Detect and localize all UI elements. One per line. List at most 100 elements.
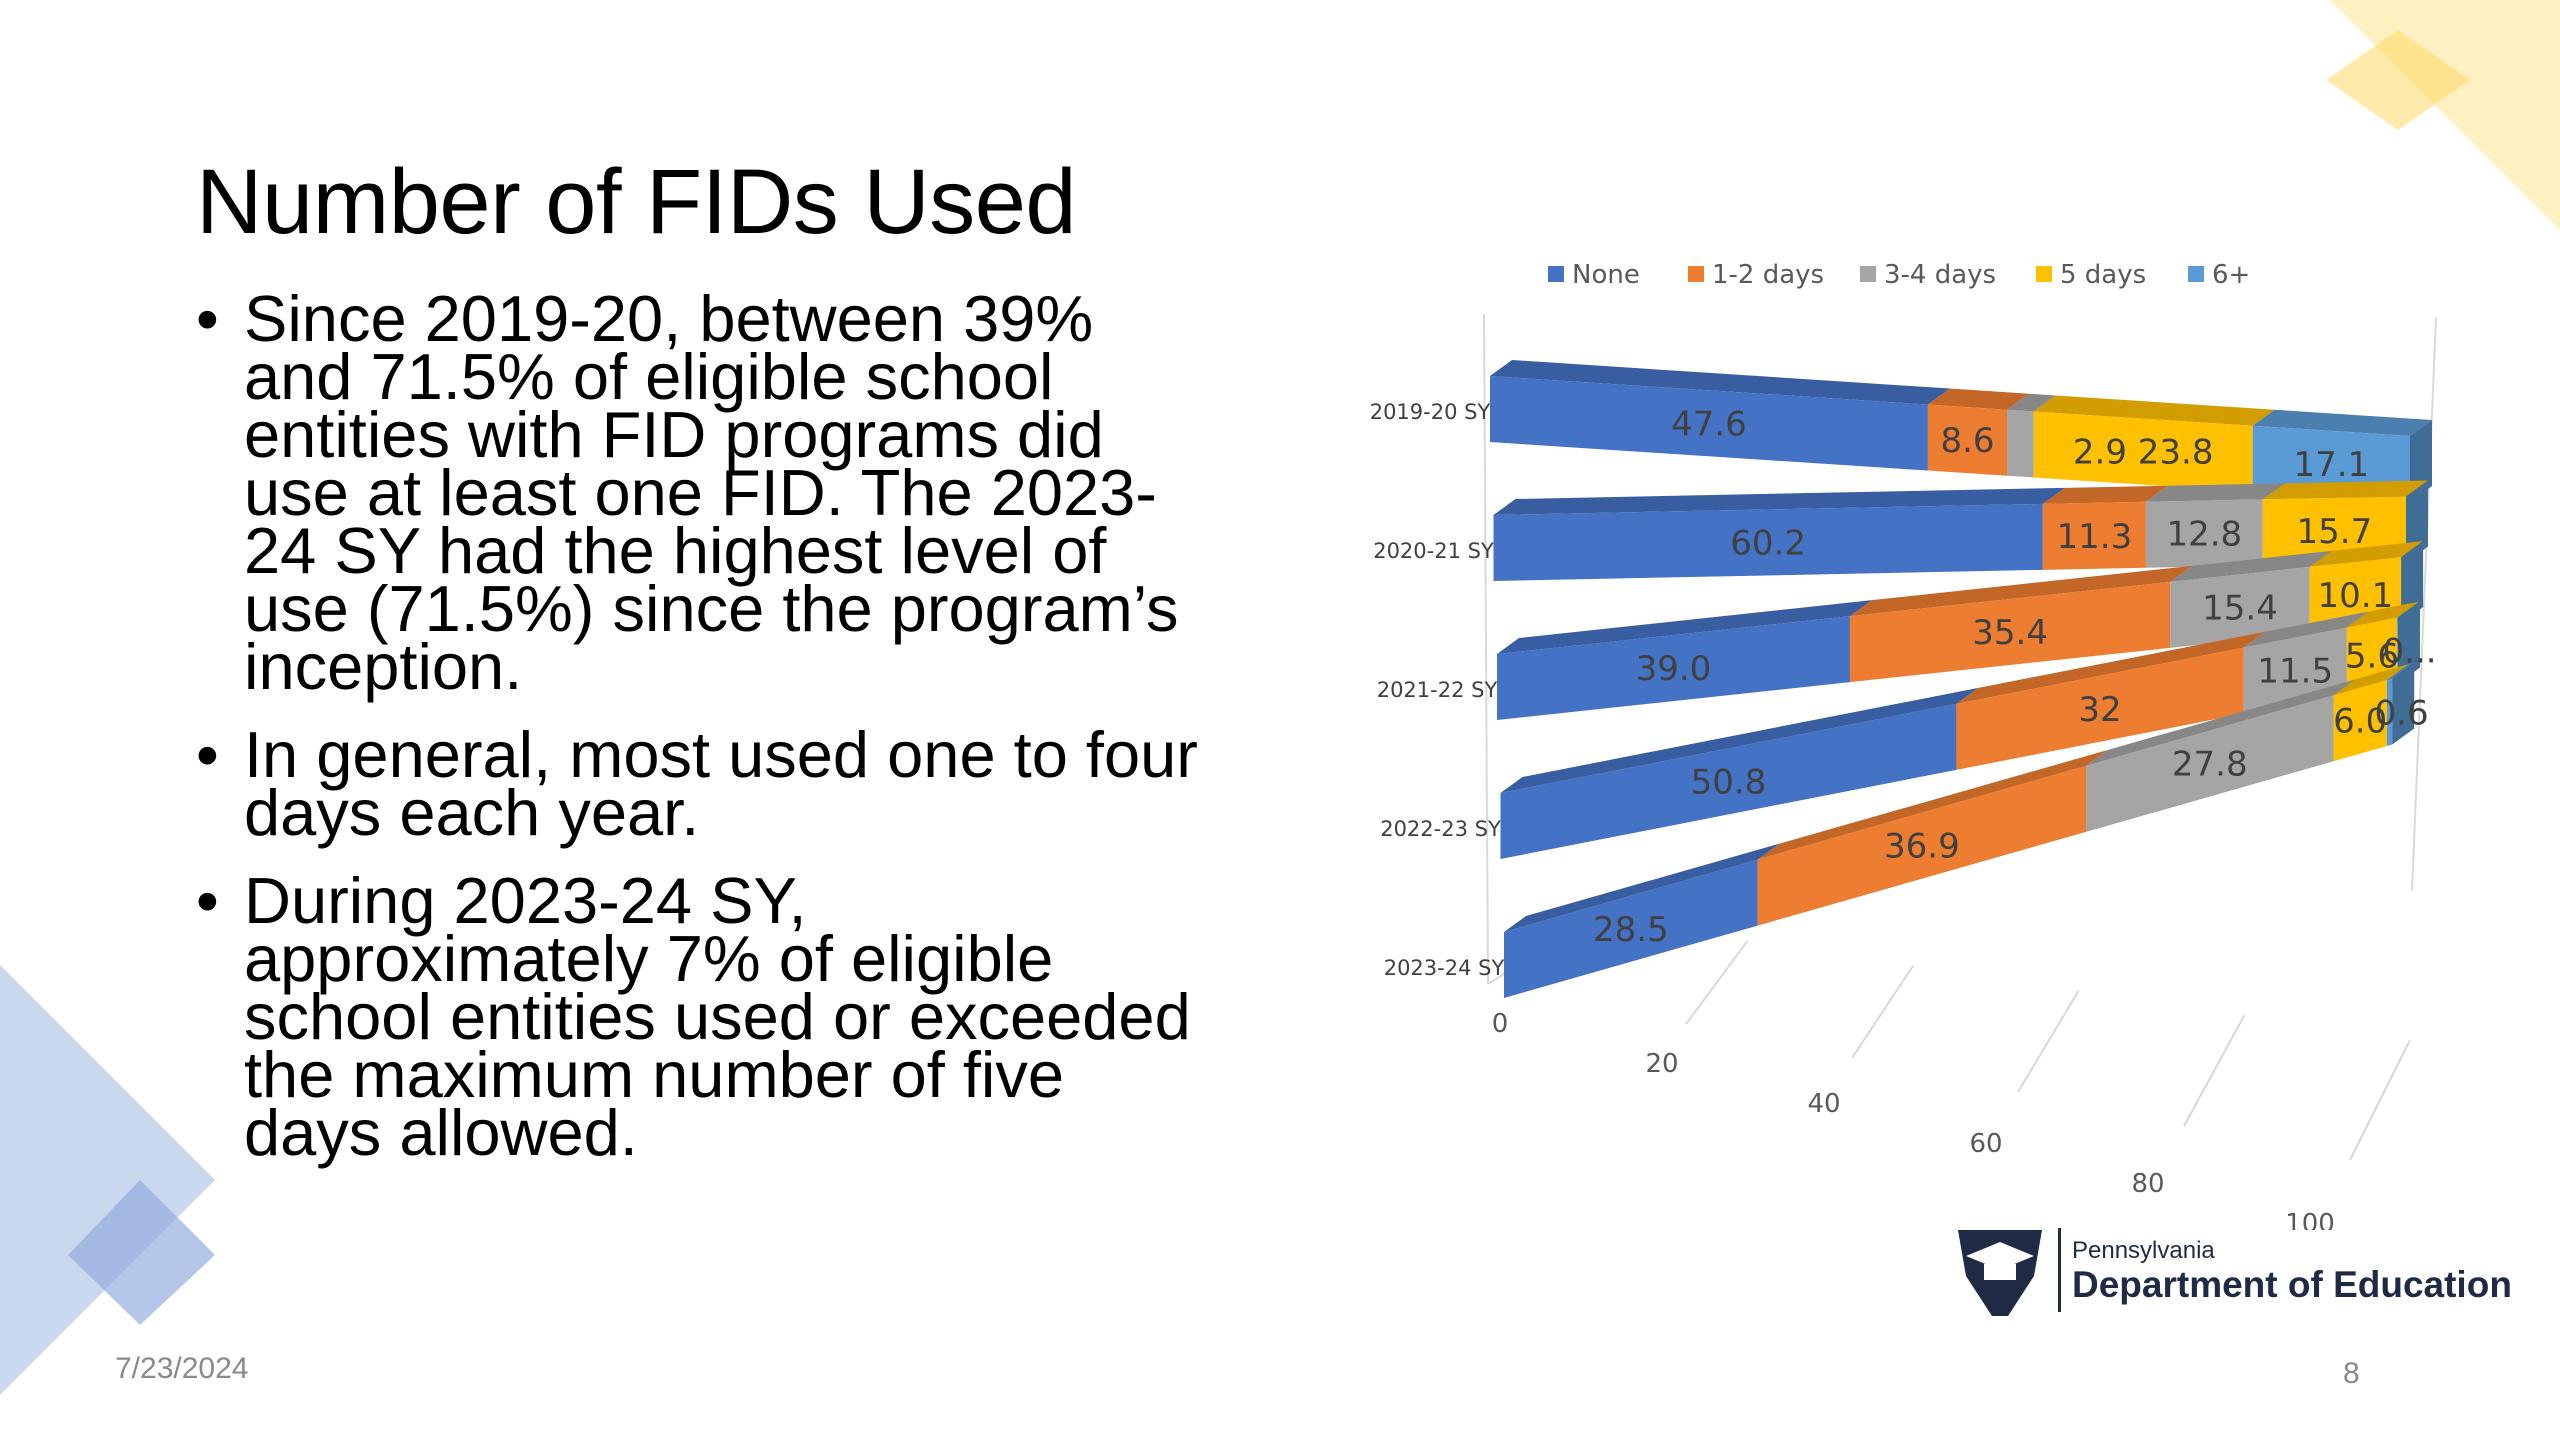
x-gridline xyxy=(2017,989,2080,1093)
data-label: 12.8 xyxy=(2166,515,2242,555)
bullet-item: • In general, most used one to four days … xyxy=(196,718,1206,845)
data-label: 2.9 23.8 xyxy=(2073,433,2214,473)
bar-segment-top xyxy=(2042,485,2168,504)
bullet-text: Since 2019-20, between 39% and 71.5% of … xyxy=(244,282,1179,703)
x-tick-label: 0 xyxy=(1492,1009,1509,1039)
data-label: 27.8 xyxy=(2172,745,2248,785)
bar-segment-top xyxy=(2007,393,2056,412)
bar-segment xyxy=(1927,404,2008,476)
x-tick-label: 20 xyxy=(1645,1049,1678,1079)
bar-segment-top xyxy=(1500,687,1979,793)
bullet-item: • Since 2019-20, between 39% and 71.5% of… xyxy=(196,282,1206,699)
deco-blue-diamond xyxy=(68,1180,215,1325)
category-label: 2019-20 SY xyxy=(1370,400,1491,424)
bullet-text: During 2023-24 SY, approximately 7% of e… xyxy=(244,864,1191,1169)
data-label: 35.4 xyxy=(1972,613,2048,653)
legend-label: None xyxy=(1572,260,1640,290)
data-label: 32 xyxy=(2078,690,2121,730)
bar-segment xyxy=(2033,411,2253,492)
data-label: 36.9 xyxy=(1884,827,1960,867)
data-label: 47.6 xyxy=(1671,404,1747,444)
footer-date: 7/23/2024 xyxy=(115,1352,249,1385)
bar-segment xyxy=(2386,678,2393,747)
logo-state: Pennsylvania xyxy=(2072,1237,2215,1264)
bar-segment-top xyxy=(2252,409,2432,436)
bar-segment xyxy=(1497,616,1850,720)
legend-label: 3-4 days xyxy=(1884,260,1996,290)
data-label: 6.0 xyxy=(2333,702,2387,742)
bullet-glyph: • xyxy=(196,282,219,355)
bar-segment-top xyxy=(2033,395,2275,426)
data-label: 11.5 xyxy=(2257,652,2333,692)
bar-segment xyxy=(2007,409,2034,478)
bar-segment-top xyxy=(2243,611,2369,648)
bullet-text: In general, most used one to four days e… xyxy=(244,718,1198,849)
data-label: 17.1 xyxy=(2293,445,2369,485)
bar-segment-top xyxy=(1956,631,2266,704)
x-gridline xyxy=(1685,940,1749,1025)
right-wall-line xyxy=(2411,317,2437,891)
data-label: 15.4 xyxy=(2202,588,2278,628)
bar-segment-top xyxy=(1490,360,1950,405)
category-label: 2023-24 SY xyxy=(1384,956,1505,980)
bar-segment-top xyxy=(2086,679,2356,766)
data-label: 15.7 xyxy=(2297,512,2373,552)
legend-label: 5 days xyxy=(2060,260,2146,290)
deco-yellow-diamond xyxy=(2326,30,2470,130)
bar-segment xyxy=(1493,503,2043,581)
x-tick-label: 40 xyxy=(1807,1089,1840,1119)
bar-segment xyxy=(1757,765,2087,926)
bar-segment-top xyxy=(2262,480,2428,500)
bar-segment xyxy=(2397,617,2398,684)
bar-segment xyxy=(1849,581,2171,683)
bar-segment-top xyxy=(2309,541,2424,567)
bullet-item: • During 2023-24 SY, approximately 7% of … xyxy=(196,864,1206,1165)
data-label: 50.8 xyxy=(1691,762,1767,802)
legend-swatch xyxy=(2036,266,2052,282)
bar-segment xyxy=(2086,695,2334,832)
bar-segment-top xyxy=(1497,600,1872,654)
bar-segment-top xyxy=(1757,749,2109,860)
legend-swatch xyxy=(1860,266,1876,282)
bar-segment-top xyxy=(2333,664,2409,696)
mortarboard-icon xyxy=(1966,1242,2034,1270)
bar-segment xyxy=(1504,859,1758,998)
bar-segment-top xyxy=(1504,843,1780,932)
bar-end-cap xyxy=(2392,662,2415,745)
bar-segment xyxy=(1956,647,2244,770)
bar-segment xyxy=(2145,499,2263,568)
legend-label: 6+ xyxy=(2212,260,2250,290)
bar-segment-top xyxy=(1927,388,2030,410)
category-label: 2022-23 SY xyxy=(1380,817,1501,841)
x-tick-label: 80 xyxy=(2131,1169,2164,1199)
bullet-glyph: • xyxy=(196,718,219,791)
bar-segment-top xyxy=(2386,662,2415,681)
legend-label: 1-2 days xyxy=(1712,260,1824,290)
bar-segment xyxy=(2042,501,2146,570)
bar-segment-top xyxy=(1493,487,2065,515)
deco-yellow-large xyxy=(2330,0,2560,230)
slide-title: Number of FIDs Used xyxy=(196,151,1077,253)
stacked-bar-chart: 0 20 40 60 80 100 47.6 8.6 2.9 23.8 17.1 2019-20 S… xyxy=(1370,260,2437,1230)
legend-swatch xyxy=(2188,266,2204,282)
x-tick-label: 100 xyxy=(2285,1209,2335,1230)
category-label: 2020-21 SY xyxy=(1373,539,1494,563)
mortarboard-cap xyxy=(1984,1264,2016,1280)
x-gridline xyxy=(2349,1039,2411,1161)
x-tick-label: 60 xyxy=(1969,1129,2002,1159)
bar-segment-top xyxy=(1849,565,2193,617)
bar-segment-top xyxy=(2346,601,2420,628)
left-wall-line xyxy=(1483,313,1489,985)
data-label: 60.2 xyxy=(1730,523,1806,563)
bar-segment-top xyxy=(2170,550,2332,582)
page-number: 8 xyxy=(2343,1357,2360,1390)
deco-blue-large xyxy=(0,965,215,1395)
x-gridline xyxy=(1851,965,1915,1059)
bullet-glyph: • xyxy=(196,864,219,937)
data-label: 39.0 xyxy=(1636,649,1712,689)
bar-segment xyxy=(2333,680,2387,762)
bar-segment xyxy=(1500,703,1957,859)
pde-logo xyxy=(1958,1228,2061,1316)
